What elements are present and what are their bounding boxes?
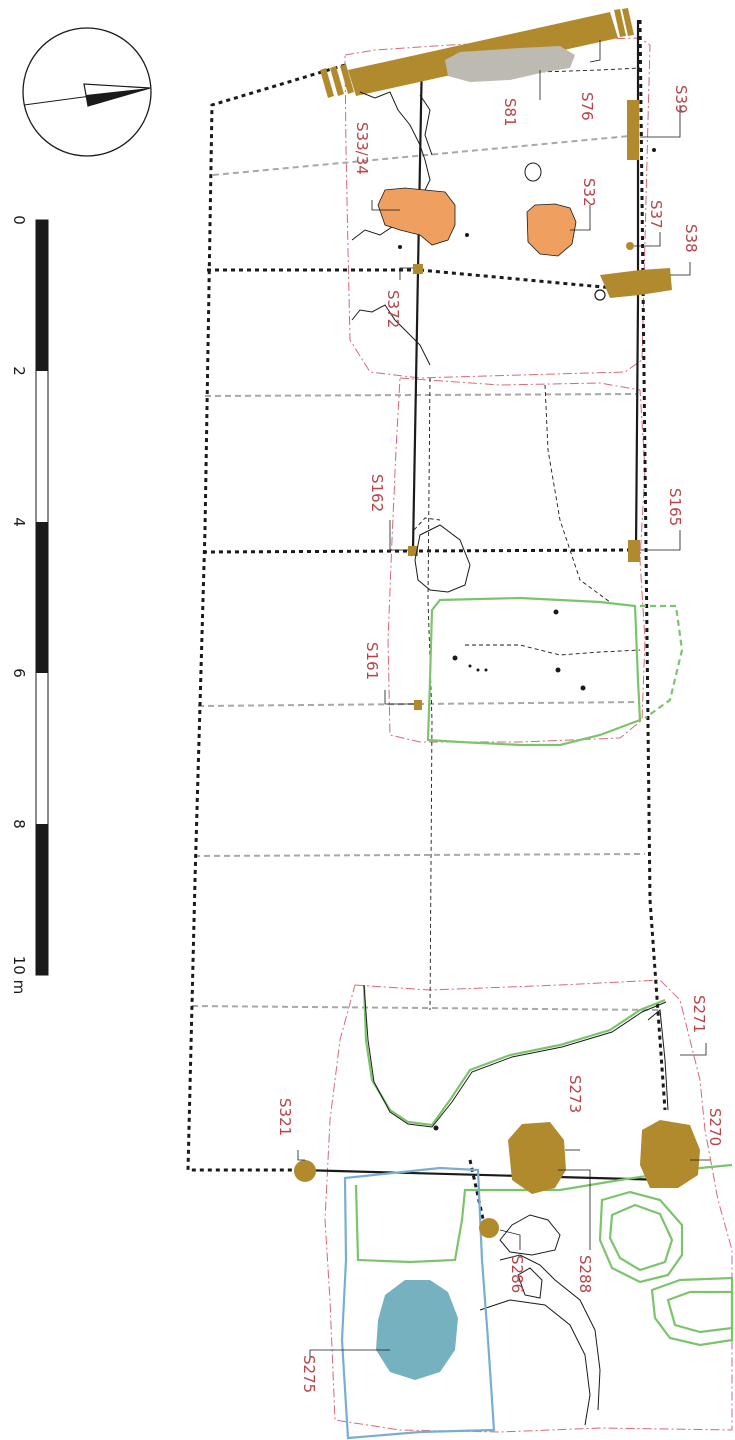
label-s162: S162 — [368, 474, 386, 512]
post-marks — [408, 100, 672, 710]
middle-contours — [414, 524, 471, 593]
scale-tick-6: 6 — [10, 668, 28, 678]
label-s81: S81 — [501, 98, 519, 127]
s270-post — [640, 1120, 700, 1188]
label-s38: S38 — [682, 224, 700, 253]
small-dots — [398, 148, 656, 1131]
green-outlines-lower — [354, 984, 734, 1347]
label-s275: S275 — [300, 1355, 318, 1393]
label-s286: S286 — [508, 1255, 526, 1293]
label-s270: S270 — [706, 1108, 724, 1146]
green-enclosure-middle-dashed — [640, 604, 684, 719]
leader-lines — [297, 40, 710, 1360]
upper-contours — [351, 91, 542, 366]
s286-post — [479, 1218, 499, 1238]
s273-post — [508, 1122, 566, 1194]
scale-tick-2: 2 — [10, 366, 28, 376]
green-enclosure-middle — [426, 596, 642, 747]
label-s161: S161 — [363, 642, 381, 680]
s275-pit — [376, 1280, 458, 1380]
label-s271: S271 — [690, 995, 708, 1033]
s275-outline — [340, 1166, 496, 1440]
s38-ring — [594, 289, 606, 301]
label-s33-34: S33/34 — [353, 122, 371, 175]
excavation-edges — [324, 37, 733, 1433]
lower-contours — [363, 984, 669, 1426]
s321-post — [294, 1160, 316, 1182]
s288-post — [550, 1166, 558, 1174]
scale-tick-0: 0 — [10, 215, 28, 225]
label-s32: S32 — [580, 178, 598, 207]
label-s372: S372 — [384, 290, 402, 328]
s32-pit — [526, 203, 577, 257]
scale-bar: 0 2 4 6 8 10 m — [10, 215, 49, 994]
label-s37: S37 — [647, 200, 665, 229]
s33-34-pit — [377, 187, 456, 246]
label-s76: S76 — [578, 92, 596, 121]
north-arrow-icon — [22, 27, 152, 157]
label-s165: S165 — [666, 488, 684, 526]
scale-tick-10: 10 m — [10, 956, 28, 994]
label-s39: S39 — [672, 85, 690, 114]
label-s273: S273 — [566, 1075, 584, 1113]
label-s288: S288 — [576, 1255, 594, 1293]
s81-pit — [445, 46, 575, 82]
label-s321: S321 — [276, 1098, 294, 1136]
feature-labels: S39 S76 S81 S32 S33/34 S37 S38 S372 S165… — [276, 85, 724, 1393]
grid-lines — [191, 134, 661, 1011]
scale-tick-4: 4 — [10, 517, 28, 527]
scale-tick-8: 8 — [10, 819, 28, 829]
